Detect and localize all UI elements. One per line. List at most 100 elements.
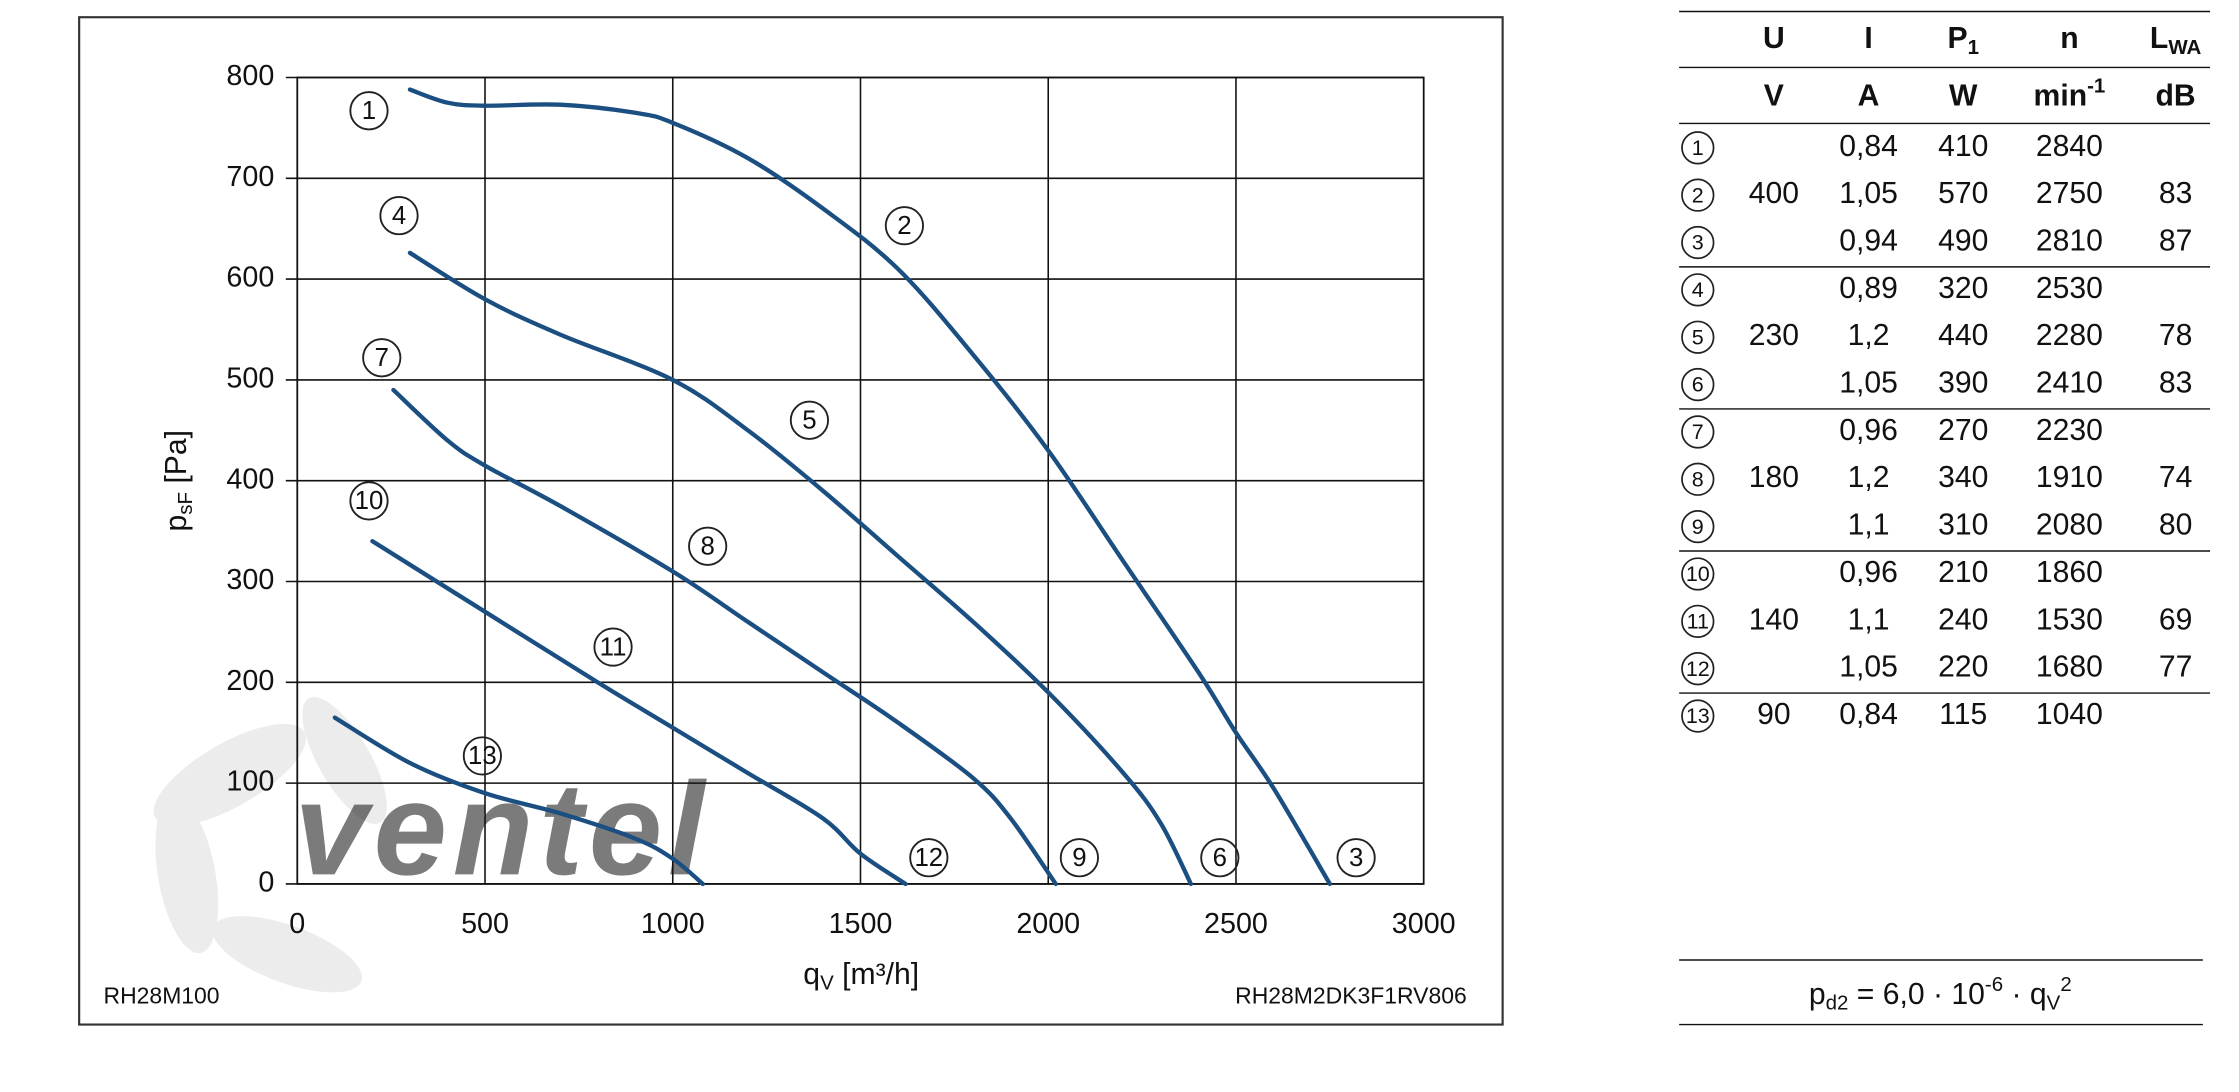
table-unit-part: A <box>1858 80 1880 113</box>
row-circle <box>1681 225 1715 260</box>
formula-part: V <box>2047 992 2061 1015</box>
table-cell: 1860 <box>2036 556 2103 589</box>
y-tick-label: 600 <box>226 262 274 294</box>
curve-label-circle <box>593 627 633 667</box>
table-header-part: P <box>1948 22 1968 55</box>
formula-part: p <box>1809 978 1826 1011</box>
formula-part: · q <box>2003 978 2047 1011</box>
curve <box>332 715 705 887</box>
table-cell: 1530 <box>2036 603 2103 636</box>
x-tick-label: 3000 <box>1392 908 1456 940</box>
curve-label-circle <box>789 400 830 440</box>
row-circle <box>1681 699 1715 733</box>
table-cell: 2810 <box>2036 224 2103 257</box>
x-tick-label: 0 <box>289 908 305 940</box>
table-voltage: 140 <box>1749 603 1799 636</box>
row-number: 13 <box>1686 704 1710 728</box>
row-circle <box>1681 509 1715 544</box>
chart-frame <box>78 16 1504 1026</box>
table-unit-part: W <box>1949 80 1978 113</box>
table-unit: W <box>1949 80 1978 113</box>
table-unit-part: -1 <box>2087 75 2105 98</box>
table-unit: dB <box>2156 80 2196 113</box>
table-cell: 0,89 <box>1839 272 1898 305</box>
table-cell: 2530 <box>2036 272 2103 305</box>
curve-label: 3 <box>1349 844 1363 872</box>
footer-left: RH28M100 <box>104 982 220 1008</box>
row-circle <box>1681 462 1715 496</box>
x-tick-label: 1500 <box>829 908 893 940</box>
row-number: 2 <box>1692 183 1704 207</box>
table-cell: 410 <box>1938 130 1988 163</box>
row-circle <box>1681 178 1715 212</box>
table-cell: 0,84 <box>1839 698 1898 731</box>
table-header: LWA <box>2150 22 2202 59</box>
table-cell: 0,96 <box>1839 556 1898 589</box>
table-cell: 69 <box>2159 603 2193 636</box>
table-cell: 83 <box>2159 367 2193 400</box>
table-voltage: 400 <box>1749 177 1799 210</box>
x-tick-label: 2500 <box>1204 908 1268 940</box>
curve-label-circle <box>688 526 728 566</box>
table-unit-part: dB <box>2156 80 2196 113</box>
curve-label: 11 <box>600 633 627 661</box>
y-tick-label: 300 <box>226 564 274 596</box>
table-header: P1 <box>1948 22 1980 59</box>
table-cell: 570 <box>1938 177 1988 210</box>
formula-part: d2 <box>1826 992 1849 1015</box>
curve-label: 2 <box>897 212 911 240</box>
curve-label-circle <box>1200 838 1240 878</box>
row-circle <box>1681 367 1715 402</box>
table-cell: 2280 <box>2036 319 2103 352</box>
table-cell: 1680 <box>2036 651 2103 684</box>
formula-part: -6 <box>1985 973 2003 996</box>
x-tick-label: 500 <box>461 908 509 940</box>
row-number: 9 <box>1692 515 1704 539</box>
row-number: 6 <box>1692 373 1704 397</box>
table-cell: 83 <box>2159 177 2193 210</box>
row-number: 10 <box>1686 562 1710 586</box>
formula-part: = 6,0 · 10 <box>1848 978 1985 1011</box>
y-axis-label: psF [Pa] <box>160 430 197 531</box>
table-cell: 440 <box>1938 319 1988 352</box>
y-axis-label-part: sF <box>174 492 197 515</box>
y-tick-label: 400 <box>226 463 274 495</box>
table-cell: 340 <box>1938 461 1988 494</box>
table-voltage: 90 <box>1757 698 1791 731</box>
table-unit: min-1 <box>2034 75 2106 113</box>
table-cell: 270 <box>1938 414 1988 447</box>
curve-label: 4 <box>392 202 406 230</box>
curve-label-circle <box>349 481 389 521</box>
curve-label-circle <box>379 196 419 236</box>
formula: pd2 = 6,0 · 10-6 · qV2 <box>1809 973 2072 1015</box>
y-tick-label: 800 <box>226 60 274 92</box>
x-axis-label: qV [m³/h] <box>803 958 919 995</box>
table-cell: 2750 <box>2036 177 2103 210</box>
table-header-part: WA <box>2168 36 2201 59</box>
table-cell: 2840 <box>2036 130 2103 163</box>
table-unit: A <box>1858 80 1880 113</box>
curve-label: 6 <box>1213 844 1227 872</box>
table-cell: 0,94 <box>1839 224 1898 257</box>
table-cell: 1,05 <box>1839 651 1898 684</box>
curve <box>407 87 1332 887</box>
table-header: I <box>1864 22 1872 55</box>
curve-label: 9 <box>1072 844 1086 872</box>
row-circle <box>1681 320 1715 354</box>
table-cell: 390 <box>1938 367 1988 400</box>
row-number: 12 <box>1686 657 1710 681</box>
curve-label: 8 <box>700 532 714 560</box>
curve-label: 5 <box>802 406 816 434</box>
x-axis-label-part: q <box>803 958 820 991</box>
curve <box>407 250 1194 887</box>
table-cell: 78 <box>2159 319 2193 352</box>
table-cell: 1,05 <box>1839 367 1898 400</box>
table-cell: 210 <box>1938 556 1988 589</box>
row-number: 7 <box>1692 420 1704 444</box>
row-number: 8 <box>1692 467 1704 491</box>
row-number: 11 <box>1687 609 1709 633</box>
table-cell: 310 <box>1938 509 1988 542</box>
table-cell: 0,84 <box>1839 130 1898 163</box>
